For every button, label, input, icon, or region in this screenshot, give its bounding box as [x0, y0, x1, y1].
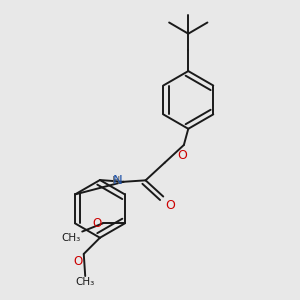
- Text: O: O: [92, 217, 101, 230]
- Text: N: N: [113, 174, 123, 188]
- Text: O: O: [166, 199, 176, 212]
- Text: CH₃: CH₃: [61, 233, 81, 243]
- Text: H: H: [112, 176, 121, 186]
- Text: O: O: [178, 148, 187, 161]
- Text: CH₃: CH₃: [76, 278, 95, 287]
- Text: O: O: [73, 255, 82, 268]
